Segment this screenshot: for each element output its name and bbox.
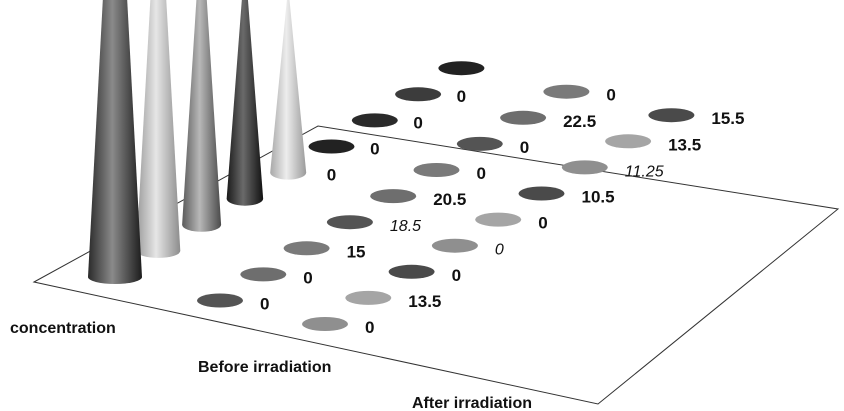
category-label: concentration [10,320,116,337]
flat-marker [543,84,590,99]
flat-marker [197,293,243,308]
flat-marker [518,186,565,201]
data-label: 0 [370,139,379,158]
data-label: 0 [606,86,615,105]
data-label: 0 [413,113,422,132]
data-label: 15.5 [711,109,744,128]
data-label: 0 [365,318,374,337]
data-label: 0 [520,138,529,157]
flat-marker [605,134,652,149]
cone-mark [182,0,222,232]
flat-marker [388,264,435,279]
flat-marker [308,139,355,154]
data-label: 0 [303,268,312,287]
flat-marker [326,215,373,230]
flat-marker [351,113,398,128]
cone-mark [270,0,307,180]
category-label: Before irradiation [198,359,331,376]
data-label: 18.5 [390,218,421,235]
flat-marker [283,241,330,256]
data-label: 0 [457,87,466,106]
flat-marker [475,212,522,227]
cone-body [270,0,307,180]
data-label: 15 [347,242,366,261]
flat-marker [413,163,460,177]
cone-body [136,0,181,258]
flat-marker [395,87,442,102]
flat-marker [240,267,287,282]
category-label: After irradiation [412,395,532,411]
cone-mark [136,0,181,258]
data-label: 10.5 [582,188,615,207]
data-label: 0 [477,164,486,183]
labels-layer: 00015.522.5013.50011.25062.510.520.51250… [10,86,744,411]
cone-mark [88,0,142,284]
marks-layer [88,0,695,331]
flat-marker [561,160,608,175]
flat-marker [500,110,547,125]
flat-marker [456,136,503,151]
data-label: 13.5 [668,135,701,154]
flat-marker [345,290,392,305]
cone-body [226,0,264,206]
data-label: 0 [327,166,336,185]
data-label: 0 [538,214,547,233]
cone-mark [226,0,264,206]
data-label: 0 [452,266,461,285]
flat-marker [370,189,417,204]
data-label: 13.5 [408,292,441,311]
data-label: 0 [260,295,269,314]
data-label: 0 [495,242,504,259]
flat-marker [438,61,485,76]
flat-marker [431,238,478,253]
cone-body [88,0,142,284]
data-label: 20.5 [433,190,466,209]
flat-marker [302,317,348,331]
flat-marker [648,108,695,123]
cone-body [182,0,222,232]
data-label: 22.5 [563,112,596,131]
data-label: 11.25 [625,163,664,180]
